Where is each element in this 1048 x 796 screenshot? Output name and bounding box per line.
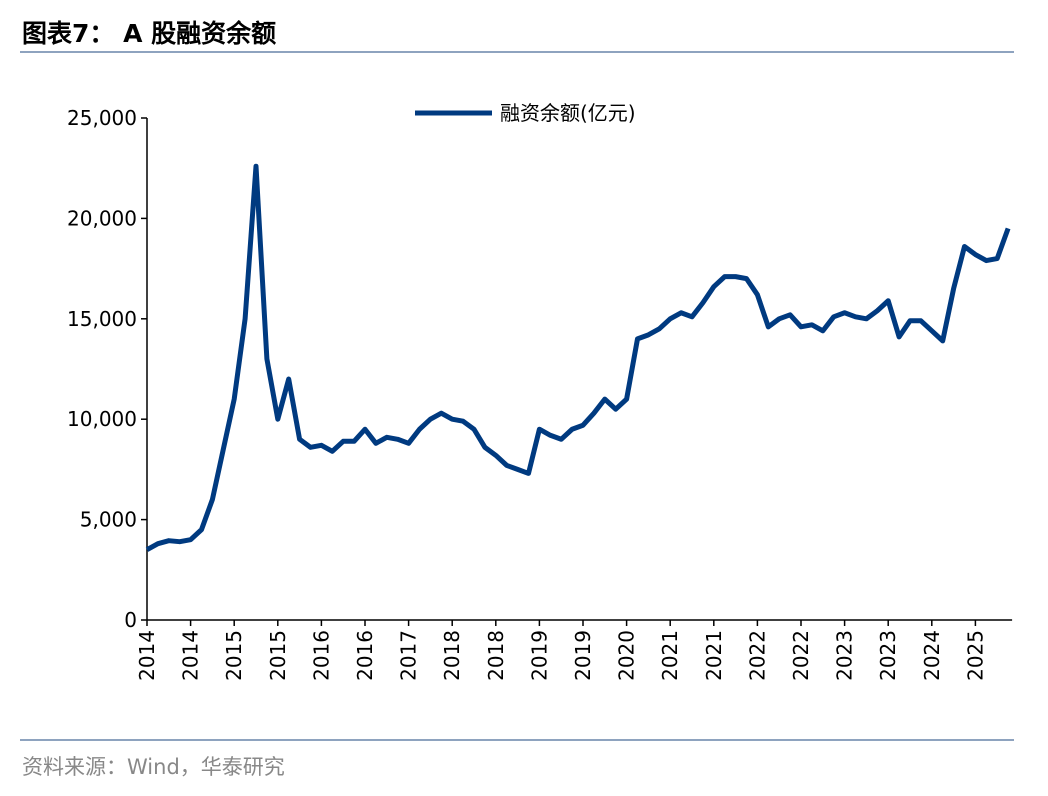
series-line [145,163,1011,552]
x-tick-label: 2019 [571,630,595,681]
x-tick-label: 2023 [833,630,857,681]
x-tick-label: 2023 [876,630,900,681]
y-tick-label: 10,000 [67,407,137,431]
x-tick-label: 2015 [222,630,246,681]
source: 资料来源：Wind，华泰研究 [22,755,285,779]
x-tick-label: 2021 [658,630,682,681]
x-tick-label: 2015 [266,630,290,681]
y-tick-label: 15,000 [67,307,137,331]
y-tick-label: 0 [124,608,137,632]
chart-title: 图表7： A 股融资余额 [22,19,276,48]
y-tick-label: 25,000 [67,106,137,130]
x-tick-label: 2014 [179,630,203,681]
x-tick-label: 2018 [440,630,464,681]
x-tick-label: 2024 [920,630,944,681]
y-tick-label: 20,000 [67,206,137,230]
x-tick-label: 2014 [135,630,159,681]
x-tick-label: 2016 [353,630,377,681]
x-tick-label: 2016 [309,630,333,681]
x-tick-label: 2021 [702,630,726,681]
x-tick-label: 2018 [484,630,508,681]
x-tick-label: 2025 [963,630,987,681]
x-tick-label: 2022 [745,630,769,681]
legend-label: 融资余额(亿元) [500,101,636,125]
x-tick-label: 2017 [397,630,421,681]
y-tick-label: 5,000 [80,508,137,532]
x-tick-label: 2022 [789,630,813,681]
x-tick-label: 2019 [527,630,551,681]
x-tick-label: 2020 [615,630,639,681]
